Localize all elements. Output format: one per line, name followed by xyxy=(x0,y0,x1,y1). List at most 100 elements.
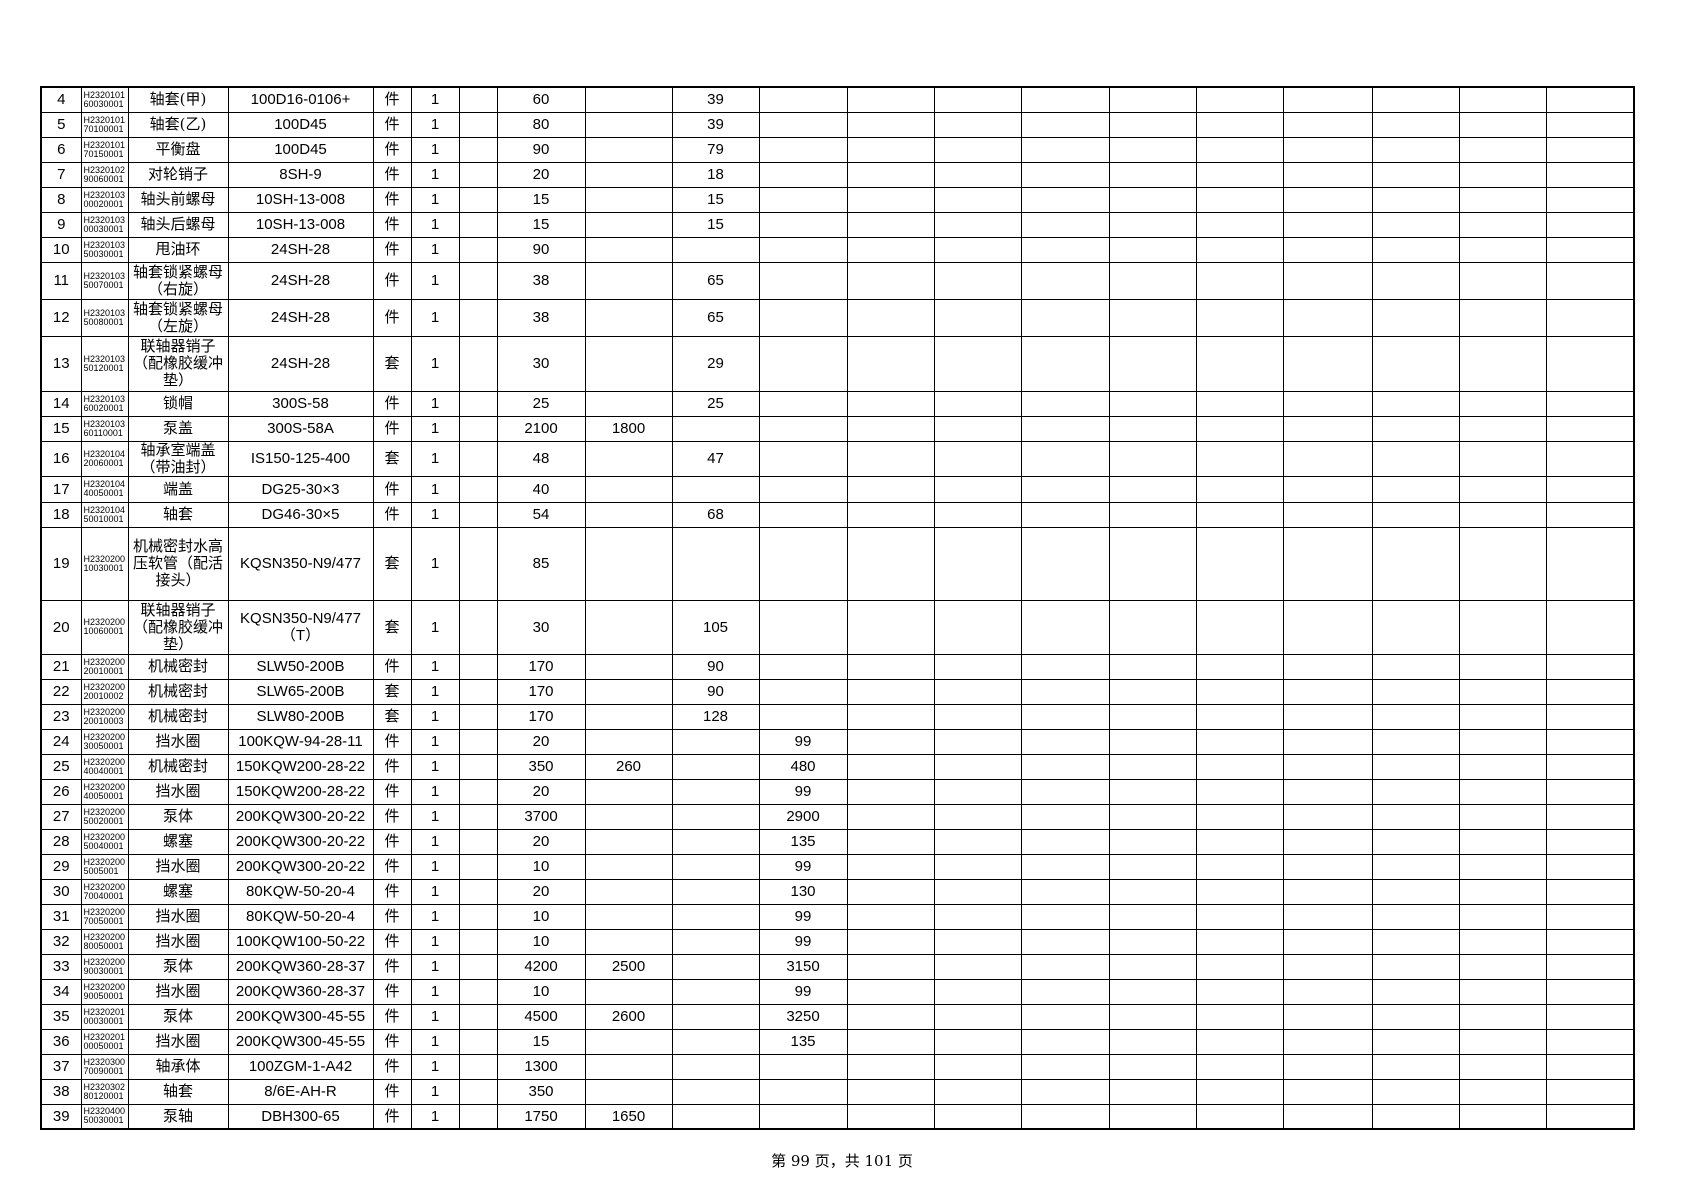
cell xyxy=(1371,803,1460,830)
cell-name: 泵体 xyxy=(127,1003,229,1030)
cell-unit: 套 xyxy=(372,335,412,392)
cell-code: H232020010060001 xyxy=(80,599,129,655)
cell xyxy=(458,1028,498,1055)
cell xyxy=(1108,803,1197,830)
cell-v4 xyxy=(758,1078,848,1105)
table-row: 27 H232020050020001 泵体 200KQW300-20-22 件 1 370… xyxy=(40,803,1635,830)
cell xyxy=(1545,440,1635,477)
cell-v3 xyxy=(671,978,760,1005)
cell-v3: 65 xyxy=(671,298,760,337)
cell xyxy=(1545,111,1635,138)
cell-name: 泵盖 xyxy=(127,415,229,442)
cell-qty: 1 xyxy=(410,728,460,755)
cell xyxy=(458,298,498,337)
cell-no: 5 xyxy=(40,111,82,138)
cell xyxy=(1458,753,1547,780)
cell-v2 xyxy=(584,440,673,477)
cell xyxy=(933,335,1022,392)
cell xyxy=(1020,853,1110,880)
cell xyxy=(1020,728,1110,755)
cell xyxy=(458,261,498,300)
cell-spec: 100KQW100-50-22 xyxy=(227,928,374,955)
cell xyxy=(1195,978,1284,1005)
cell xyxy=(1195,1003,1284,1030)
cell xyxy=(1195,903,1284,930)
cell xyxy=(1545,903,1635,930)
cell xyxy=(1371,878,1460,905)
cell-v1: 10 xyxy=(496,928,586,955)
cell-name: 螺塞 xyxy=(127,878,229,905)
table-row: 8 H232010300020001 轴头前螺母 10SH-13-008 件 1 15 15 xyxy=(40,186,1635,213)
cell-v2 xyxy=(584,1053,673,1080)
cell-qty: 1 xyxy=(410,1028,460,1055)
cell xyxy=(1108,953,1197,980)
cell xyxy=(1282,136,1373,163)
cell xyxy=(1195,111,1284,138)
cell xyxy=(933,1003,1022,1030)
cell xyxy=(1195,728,1284,755)
cell xyxy=(1195,526,1284,601)
cell-name: 甩油环 xyxy=(127,236,229,263)
cell-spec: 150KQW200-28-22 xyxy=(227,753,374,780)
cell-name: 轴套锁紧螺母（左旋） xyxy=(127,298,229,337)
cell xyxy=(1545,928,1635,955)
cell xyxy=(1195,390,1284,417)
cell-qty: 1 xyxy=(410,236,460,263)
cell xyxy=(458,415,498,442)
cell xyxy=(1458,953,1547,980)
cell xyxy=(1371,161,1460,188)
cell xyxy=(1195,678,1284,705)
cell xyxy=(1371,335,1460,392)
cell xyxy=(1458,111,1547,138)
cell xyxy=(1282,501,1373,528)
cell-v4 xyxy=(758,298,848,337)
cell-v3 xyxy=(671,475,760,503)
cell-v1: 90 xyxy=(496,236,586,263)
cell xyxy=(1458,298,1547,337)
cell xyxy=(1371,415,1460,442)
cell xyxy=(1545,1078,1635,1105)
cell xyxy=(1195,415,1284,442)
cell-qty: 1 xyxy=(410,853,460,880)
cell-v2 xyxy=(584,211,673,238)
cell xyxy=(1458,526,1547,601)
cell xyxy=(846,778,935,805)
cell xyxy=(933,86,1022,113)
cell-no: 11 xyxy=(40,261,82,300)
cell xyxy=(1371,186,1460,213)
cell-v2 xyxy=(584,828,673,855)
cell-v3: 15 xyxy=(671,211,760,238)
cell-v2 xyxy=(584,161,673,188)
cell xyxy=(1282,953,1373,980)
cell-v4: 99 xyxy=(758,778,848,805)
cell-v4 xyxy=(758,678,848,705)
cell-unit: 件 xyxy=(372,903,412,930)
cell xyxy=(1371,828,1460,855)
cell xyxy=(1020,501,1110,528)
cell xyxy=(1545,653,1635,680)
table-row: 5 H232010170100001 轴套(乙) 100D45 件 1 80 39 xyxy=(40,111,1635,138)
cell-spec: KQSN350-N9/477（T） xyxy=(227,599,374,655)
cell xyxy=(933,186,1022,213)
cell-name: 轴承室端盖（带油封） xyxy=(127,440,229,477)
cell-unit: 套 xyxy=(372,440,412,477)
cell xyxy=(1195,1053,1284,1080)
cell-v4: 99 xyxy=(758,728,848,755)
cell-v3: 29 xyxy=(671,335,760,392)
cell-v1: 170 xyxy=(496,703,586,730)
table-row: 31 H232020070050001 挡水圈 80KQW-50-20-4 件 1 10 99 xyxy=(40,903,1635,930)
cell-v4 xyxy=(758,1053,848,1080)
cell xyxy=(846,903,935,930)
cell xyxy=(1545,501,1635,528)
cell-v1: 10 xyxy=(496,903,586,930)
cell xyxy=(1545,599,1635,655)
cell-name: 挡水圈 xyxy=(127,928,229,955)
cell xyxy=(1282,211,1373,238)
cell xyxy=(1458,1003,1547,1030)
table-row: 29 H23202005005001 挡水圈 200KQW300-20-22 件 1 10 9… xyxy=(40,853,1635,880)
cell-spec: 80KQW-50-20-4 xyxy=(227,878,374,905)
cell-qty: 1 xyxy=(410,526,460,601)
cell xyxy=(1545,1003,1635,1030)
cell xyxy=(1020,86,1110,113)
cell-v4: 99 xyxy=(758,978,848,1005)
